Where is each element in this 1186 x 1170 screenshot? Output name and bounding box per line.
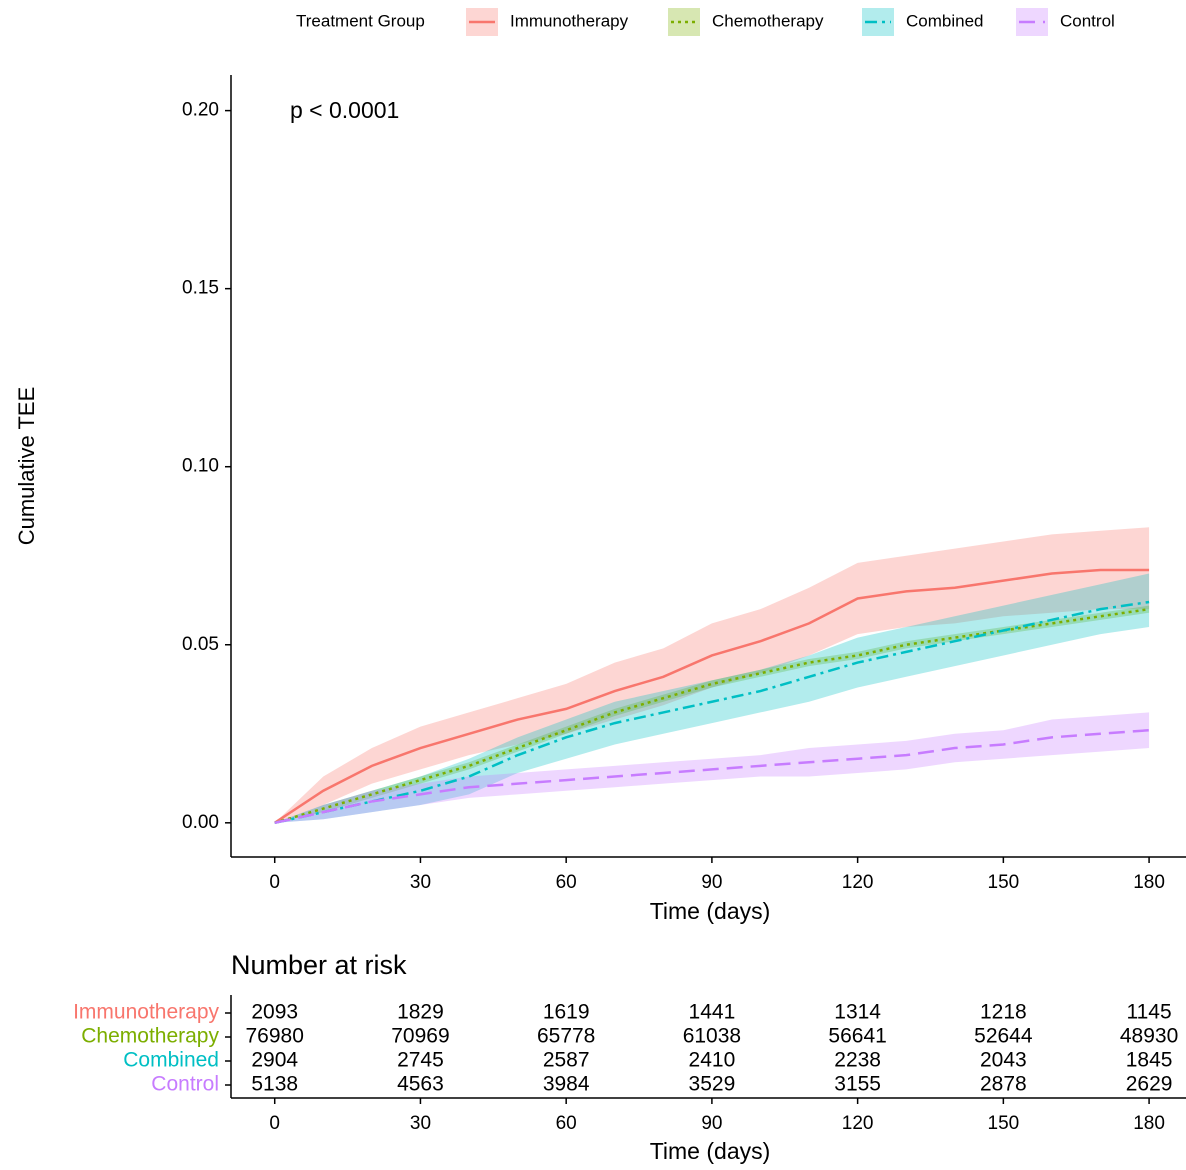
risk-count: 2629 — [1126, 1073, 1173, 1096]
risk-count: 52644 — [974, 1025, 1033, 1048]
curve — [274, 728, 1150, 825]
confidence-band — [274, 712, 1150, 823]
risk-count: 2093 — [251, 1001, 298, 1024]
risk-count: 3155 — [834, 1073, 881, 1096]
risk-count: 1218 — [980, 1001, 1027, 1024]
risk-count: 2410 — [689, 1049, 736, 1072]
row-label: Immunotherapy — [73, 1001, 219, 1024]
annotation: p < 0.0001 — [290, 97, 399, 123]
risk-count: 3529 — [689, 1073, 736, 1096]
row-label: Chemotherapy — [81, 1025, 219, 1048]
x-tick-label: 150 — [988, 1113, 1020, 1134]
confidence-band — [274, 527, 1150, 823]
risk-count: 2878 — [980, 1073, 1027, 1096]
risk-count: 2043 — [980, 1049, 1027, 1072]
y-tick-label: 0.10 — [182, 456, 219, 477]
risk-count: 5138 — [251, 1073, 298, 1096]
legend-label: Immunotherapy — [510, 11, 629, 30]
risk-count: 70969 — [391, 1025, 449, 1048]
risk-count: 56641 — [828, 1025, 886, 1048]
risk-count: 48930 — [1120, 1025, 1178, 1048]
risk-count: 2904 — [251, 1049, 298, 1072]
x-tick-label: 0 — [269, 872, 280, 893]
risk-count: 1829 — [397, 1001, 444, 1024]
risk-count: 1314 — [834, 1001, 881, 1024]
risk-count: 1441 — [689, 1001, 736, 1024]
x-tick-label: 30 — [410, 872, 431, 893]
risk-count: 2587 — [543, 1049, 590, 1072]
legend-label: Chemotherapy — [712, 11, 824, 30]
x-tick-label: 120 — [842, 1113, 874, 1134]
risk-count: 76980 — [246, 1025, 304, 1048]
risk-count: 2745 — [397, 1049, 444, 1072]
risk-count: 61038 — [683, 1025, 741, 1048]
y-axis-label: Cumulative TEE — [14, 387, 39, 546]
x-tick-label: 60 — [556, 1113, 577, 1134]
risk-count: 2238 — [834, 1049, 881, 1072]
y-tick-label: 0.00 — [182, 812, 219, 833]
legend-label: Combined — [906, 11, 984, 30]
risk-count: 1619 — [543, 1001, 590, 1024]
risk-count: 1845 — [1126, 1049, 1173, 1072]
row-label: Combined — [123, 1049, 219, 1072]
x-tick-label: 150 — [988, 872, 1020, 893]
x-tick-label: 180 — [1133, 1113, 1165, 1134]
legend-title: Treatment Group — [296, 11, 425, 30]
y-tick-label: 0.15 — [182, 278, 219, 299]
curve — [274, 568, 1150, 824]
confidence-band — [274, 573, 1150, 823]
risk-count: 3984 — [543, 1073, 590, 1096]
curve — [274, 600, 1150, 825]
x-tick-label: 0 — [269, 1113, 280, 1134]
risk-count: 4563 — [397, 1073, 444, 1096]
x-tick-label: 120 — [842, 872, 874, 893]
risk-x-axis-label: Time (days) — [650, 1138, 771, 1164]
x-tick-label: 90 — [701, 1113, 722, 1134]
row-label: Control — [151, 1073, 219, 1096]
y-tick-label: 0.05 — [182, 634, 219, 655]
legend-label: Control — [1060, 11, 1115, 30]
risk-count: 65778 — [537, 1025, 595, 1048]
x-axis-label: Time (days) — [650, 898, 771, 924]
x-tick-label: 30 — [410, 1113, 431, 1134]
x-tick-label: 90 — [701, 872, 722, 893]
risk-table-title: Number at risk — [231, 950, 407, 980]
y-tick-label: 0.20 — [182, 100, 219, 121]
risk-count: 1145 — [1126, 1001, 1171, 1024]
x-tick-label: 180 — [1133, 872, 1165, 893]
x-tick-label: 60 — [556, 872, 577, 893]
